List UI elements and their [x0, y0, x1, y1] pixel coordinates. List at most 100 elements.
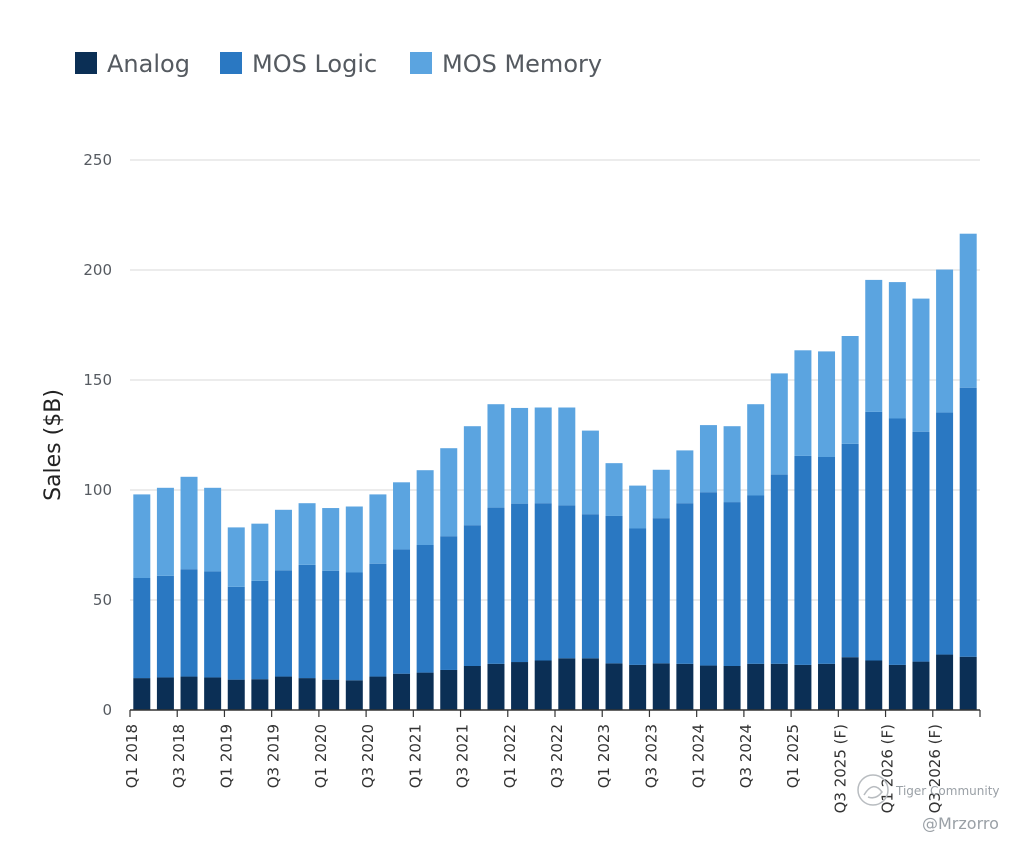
bar-2-18	[558, 407, 576, 506]
legend-swatch-2	[410, 52, 432, 74]
y-tick-label-200: 200	[83, 261, 112, 279]
legend: Analog MOS Logic MOS Memory	[75, 50, 602, 78]
bar-2-26	[747, 404, 765, 496]
legend-label-2: MOS Memory	[442, 50, 602, 78]
bar-2-14	[463, 426, 481, 526]
bar-0-16	[511, 662, 529, 710]
legend-swatch-0	[75, 52, 97, 74]
bar-2-34	[936, 269, 954, 413]
bar-0-12	[416, 672, 434, 710]
x-tick-labels: Q1 2018 Q3 2018 Q1 2019 Q3 2019 Q1 2020 Q3 20…	[123, 724, 944, 813]
bar-0-10	[369, 676, 387, 710]
tiger-logo-icon	[857, 774, 889, 806]
bar-0-19	[581, 658, 599, 710]
bar-2-17	[534, 407, 552, 504]
bar-1-0	[133, 578, 151, 679]
bar-1-34	[936, 412, 954, 655]
x-tick-label-26: Q3 2024	[737, 724, 755, 788]
bar-1-31	[865, 411, 883, 661]
x-tick-label-22: Q3 2023	[642, 724, 660, 788]
bar-1-3	[204, 571, 222, 678]
x-tick-label-6: Q3 2019	[265, 724, 283, 788]
bar-1-5	[251, 580, 269, 680]
x-tick-label-20: Q1 2023	[595, 724, 613, 788]
bar-0-35	[959, 656, 977, 710]
bar-0-26	[747, 663, 765, 710]
bar-2-27	[770, 373, 788, 475]
bar-1-26	[747, 495, 765, 664]
bar-2-30	[841, 336, 859, 444]
bar-1-9	[345, 572, 363, 681]
bar-0-30	[841, 657, 859, 710]
bar-0-29	[818, 663, 836, 710]
bar-0-23	[676, 663, 694, 710]
bar-2-8	[322, 508, 340, 571]
bar-2-22	[652, 469, 670, 519]
bar-0-34	[936, 654, 954, 710]
bar-1-7	[298, 564, 316, 679]
bar-0-11	[393, 673, 411, 710]
x-tick-label-0: Q1 2018	[123, 724, 141, 788]
x-tick-label-32: Q1 2026 (F)	[879, 724, 897, 813]
x-tick-label-4: Q1 2019	[217, 724, 235, 788]
bar-0-1	[156, 677, 174, 710]
x-tick-label-16: Q1 2022	[501, 724, 519, 788]
bar-0-32	[888, 664, 906, 710]
bar-1-35	[959, 387, 977, 657]
bar-0-18	[558, 658, 576, 710]
bar-0-7	[298, 678, 316, 710]
bar-1-25	[723, 502, 741, 666]
bar-2-12	[416, 470, 434, 545]
x-tick-label-34: Q3 2026 (F)	[926, 724, 944, 813]
bar-1-14	[463, 525, 481, 666]
bar-1-23	[676, 503, 694, 664]
bar-2-28	[794, 350, 812, 456]
legend-label-0: Analog	[107, 50, 190, 78]
x-tick-label-8: Q1 2020	[312, 724, 330, 788]
bar-0-9	[345, 680, 363, 710]
bar-0-15	[487, 663, 505, 710]
bar-2-10	[369, 494, 387, 564]
bar-1-11	[393, 549, 411, 674]
bar-1-27	[770, 474, 788, 664]
bar-2-32	[888, 282, 906, 419]
x-tick-label-2: Q3 2018	[170, 724, 188, 788]
y-tick-labels: 0 50 100 150 200 250	[83, 151, 112, 719]
bar-1-12	[416, 545, 434, 673]
bar-1-1	[156, 575, 174, 678]
bar-2-31	[865, 279, 883, 412]
watermark: Tiger Community @Mrzorro	[857, 774, 1000, 833]
bar-2-16	[511, 407, 529, 504]
x-tick-label-14: Q3 2021	[454, 724, 472, 788]
legend-swatch-1	[220, 52, 242, 74]
bar-2-11	[393, 482, 411, 550]
bar-0-28	[794, 664, 812, 710]
y-axis-label: Sales ($B)	[41, 389, 66, 501]
bar-2-9	[345, 506, 363, 573]
bar-1-33	[912, 431, 930, 662]
y-tick-label-100: 100	[83, 481, 112, 499]
bar-1-16	[511, 503, 529, 663]
x-tick-label-24: Q1 2024	[690, 724, 708, 788]
bar-0-33	[912, 661, 930, 710]
bar-0-5	[251, 679, 269, 710]
x-tick-label-28: Q1 2025	[784, 724, 802, 788]
x-tick-label-12: Q1 2021	[406, 724, 424, 788]
bar-1-21	[629, 528, 647, 665]
bar-0-24	[699, 665, 717, 710]
bar-1-4	[227, 586, 245, 680]
bar-1-29	[818, 457, 836, 664]
bar-1-22	[652, 518, 670, 664]
y-tick-label-150: 150	[83, 371, 112, 389]
bar-2-5	[251, 523, 269, 581]
watermark-line-1: Tiger Community	[895, 784, 1000, 798]
bar-2-24	[699, 425, 717, 493]
bar-2-0	[133, 494, 151, 578]
bar-2-21	[629, 485, 647, 529]
legend-label-1: MOS Logic	[252, 50, 377, 78]
bar-2-25	[723, 426, 741, 503]
bar-1-6	[274, 570, 292, 677]
bar-1-2	[180, 569, 198, 677]
bar-0-4	[227, 679, 245, 710]
